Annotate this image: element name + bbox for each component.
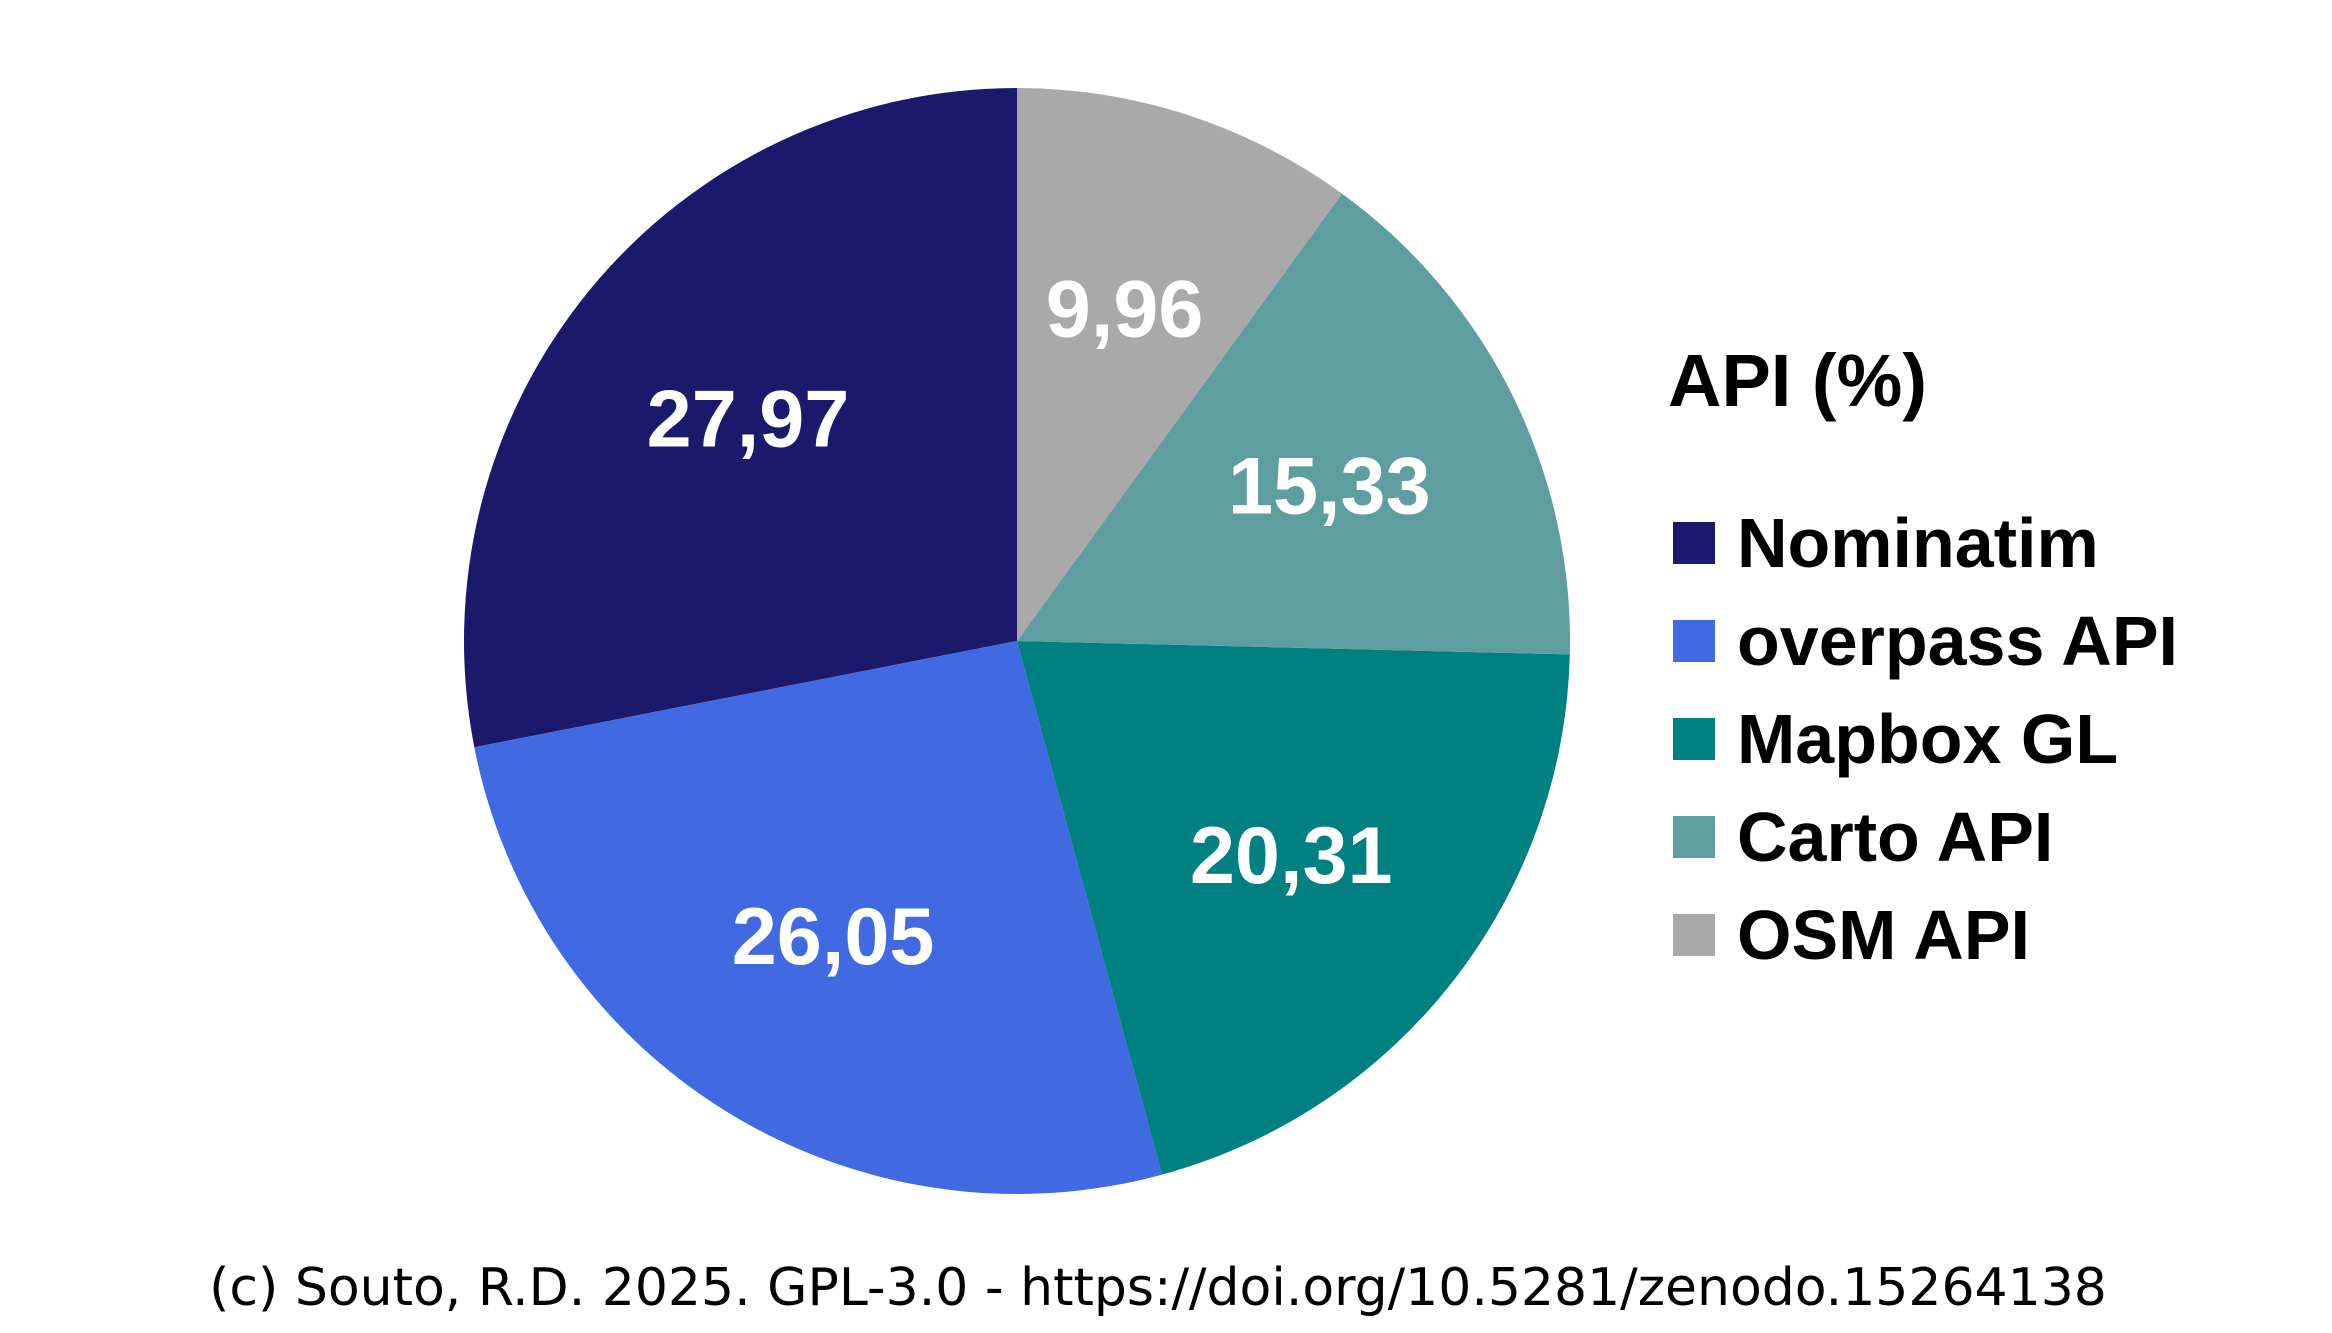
pie-slice-mapbox-gl: [1017, 641, 1570, 1175]
slice-value-label: 15,33: [1228, 442, 1431, 532]
slice-value-label: 26,05: [732, 892, 935, 982]
legend-swatch: [1673, 620, 1715, 662]
legend-label: Carto API: [1737, 798, 2053, 876]
legend: API (%) Nominatim overpass API Mapbox GL Ca…: [1668, 339, 2178, 974]
legend-title: API (%): [1668, 339, 1927, 422]
footer-credit: (c) Souto, R.D. 2025. GPL-3.0 - https://…: [209, 1258, 2107, 1318]
legend-label: overpass API: [1737, 602, 2178, 680]
legend-swatch: [1673, 914, 1715, 956]
legend-swatch: [1673, 718, 1715, 760]
pie-slice-carto-api: [1017, 193, 1571, 655]
slice-value-label: 9,96: [1046, 265, 1204, 355]
pie-slice-overpass-api: [474, 641, 1163, 1195]
legend-swatch: [1673, 816, 1715, 858]
legend-label: Nominatim: [1737, 504, 2099, 582]
legend-label: OSM API: [1737, 896, 2030, 974]
pie-slice-osm-api: [1017, 88, 1342, 641]
pie-slices: [463, 88, 1571, 1195]
legend-label: Mapbox GL: [1737, 700, 2118, 778]
legend-swatch: [1673, 522, 1715, 564]
slice-value-label: 20,31: [1190, 811, 1393, 901]
pie-slice-nominatim: [463, 88, 1017, 748]
slice-value-label: 27,97: [647, 375, 850, 465]
pie-slice-labels: 27,97 26,05 20,31 15,33 9,96: [647, 265, 1431, 982]
legend-items: Nominatim overpass API Mapbox GL Carto API O…: [1673, 504, 2178, 974]
